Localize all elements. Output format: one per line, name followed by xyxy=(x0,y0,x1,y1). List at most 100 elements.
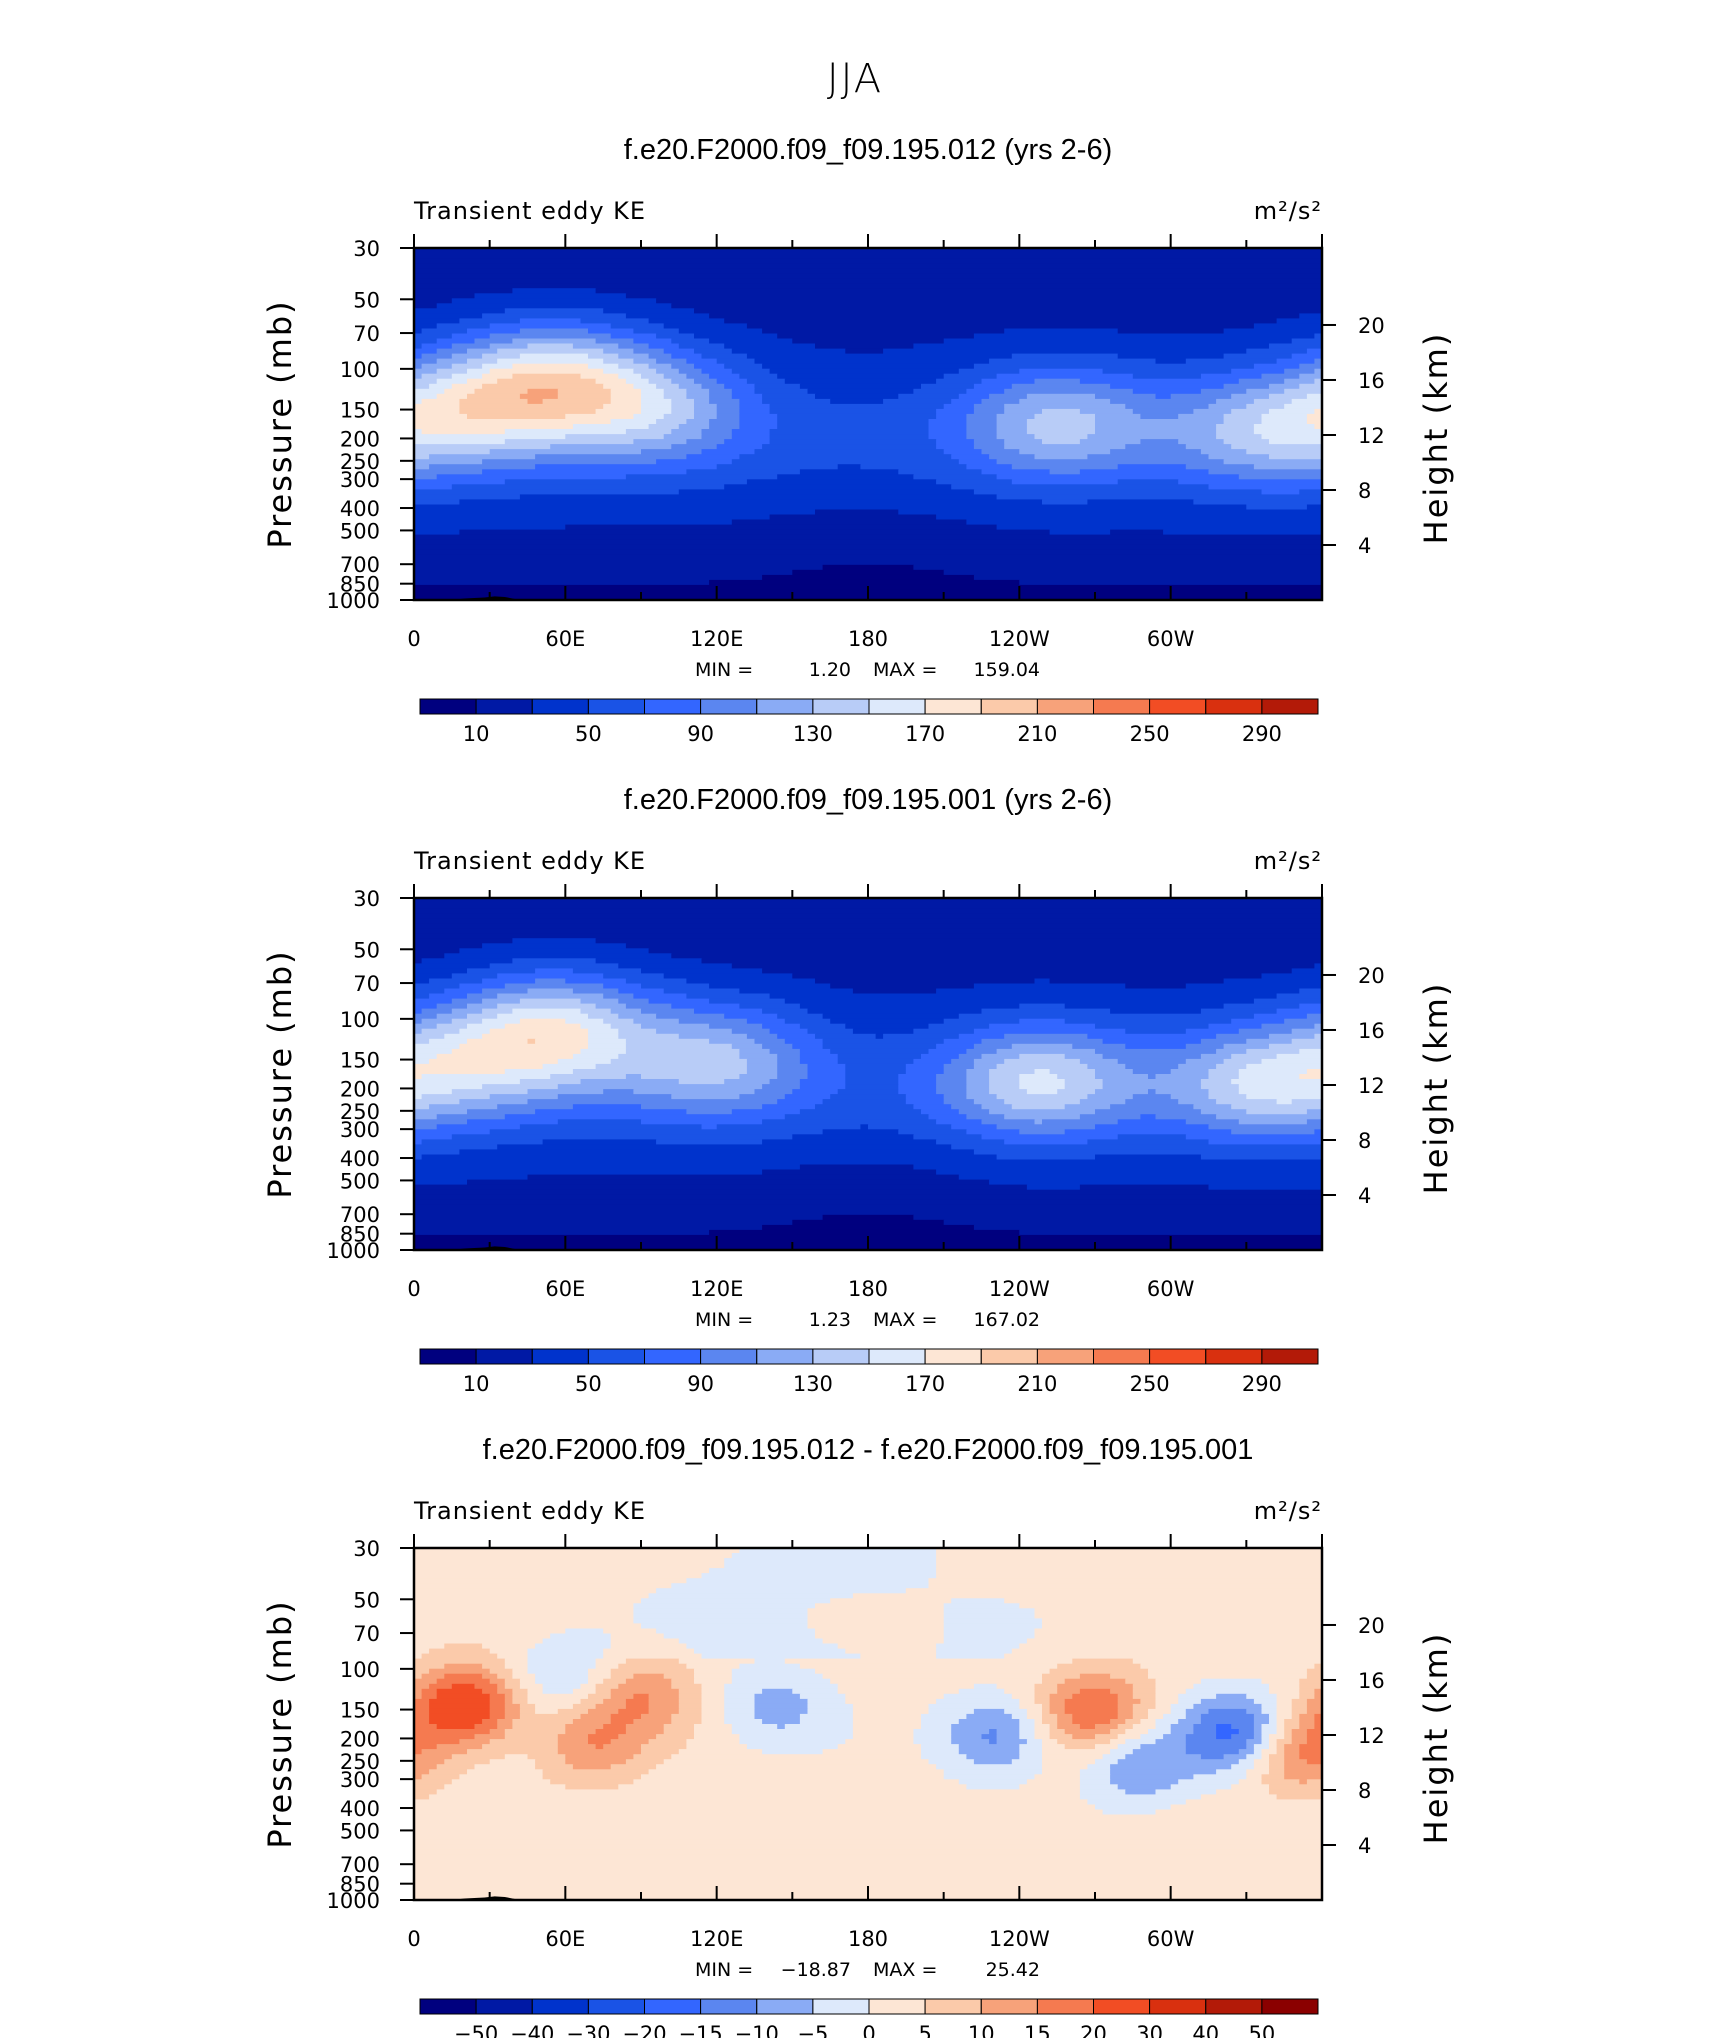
colorbar-swatch xyxy=(812,1348,870,1365)
contour-cell xyxy=(1299,1779,1308,1785)
contour-cell xyxy=(973,574,1322,581)
contour-cell xyxy=(1200,1079,1232,1085)
contour-cell xyxy=(1132,408,1194,415)
contour-cell xyxy=(1291,1729,1308,1735)
contour-cell xyxy=(414,1608,634,1614)
contour-cell xyxy=(1208,1708,1247,1715)
contour-cell xyxy=(648,378,672,385)
contour-cell xyxy=(845,1023,930,1030)
contour-cell xyxy=(421,353,453,360)
colorbar-label: 90 xyxy=(687,1372,714,1396)
contour-cell xyxy=(648,1739,687,1745)
contour-cell xyxy=(769,434,930,440)
y-axis-title-right: Height (km) xyxy=(1417,982,1455,1195)
contour-cell xyxy=(1223,459,1322,465)
contour-cell xyxy=(633,1089,756,1095)
contour-cell xyxy=(1102,368,1232,375)
contour-cell xyxy=(414,348,438,355)
contour-cell xyxy=(414,328,423,335)
contour-cell xyxy=(1026,424,1096,430)
colorbar-swatch xyxy=(587,698,646,715)
contour-cell xyxy=(822,1043,937,1050)
contour-cell xyxy=(504,439,634,445)
contour-cell xyxy=(996,459,1225,465)
contour-cell xyxy=(943,1094,967,1100)
contour-cell xyxy=(1253,323,1322,329)
contour-cell xyxy=(414,388,445,395)
contour-cell xyxy=(1284,1749,1300,1755)
contour-cell xyxy=(1049,469,1081,475)
contour-cell xyxy=(754,383,801,390)
contour-cell xyxy=(686,388,710,395)
contour-cell xyxy=(762,574,975,581)
contour-cell xyxy=(451,1134,793,1140)
contour-cell xyxy=(414,943,483,949)
contour-cell xyxy=(572,1688,597,1695)
contour-cell xyxy=(1299,1688,1315,1695)
contour-cell xyxy=(610,398,642,405)
contour-cell xyxy=(777,424,930,430)
contour-cell xyxy=(421,1673,445,1680)
p-tick-label: 150 xyxy=(340,1049,380,1073)
contour-cell xyxy=(807,1608,945,1614)
contour-cell xyxy=(671,338,710,345)
colorbar-swatch xyxy=(980,1998,1038,2015)
contour-cell xyxy=(489,368,604,375)
contour-cell xyxy=(625,429,672,435)
contour-cell xyxy=(1004,1099,1081,1105)
h-tick-label: 12 xyxy=(1358,1724,1385,1748)
contour-cell xyxy=(436,323,491,329)
contour-cell xyxy=(716,403,740,410)
contour-cell xyxy=(1011,383,1111,390)
contour-cell xyxy=(1306,1013,1322,1020)
contour-cell xyxy=(421,363,453,370)
x-tick-label: 120E xyxy=(690,627,743,651)
contour-cell xyxy=(1140,1114,1157,1120)
contour-cell xyxy=(1185,1734,1217,1740)
contour-cell xyxy=(519,1703,536,1710)
contour-cell xyxy=(429,1703,491,1710)
contour-cell xyxy=(1034,413,1096,420)
contour-cell xyxy=(557,1734,589,1740)
contour-cell xyxy=(694,333,778,340)
contour-cell xyxy=(1193,1683,1270,1690)
contour-cell xyxy=(489,333,612,340)
contour-cell xyxy=(595,408,642,415)
x-tick-label: 0 xyxy=(407,1277,420,1301)
h-tick-label: 20 xyxy=(1358,1614,1385,1638)
contour-cell xyxy=(1004,1598,1322,1604)
contour-cell xyxy=(830,1598,952,1604)
contour-cell xyxy=(603,1744,642,1750)
contour-cell xyxy=(414,1633,551,1640)
contour-cell xyxy=(1223,1754,1247,1760)
contour-cell xyxy=(754,388,809,395)
contour-cell xyxy=(451,1018,483,1025)
contour-cell xyxy=(1299,373,1322,380)
colorbar-swatch xyxy=(1093,698,1151,715)
contour-cell xyxy=(1299,1683,1322,1690)
contour-cell xyxy=(709,1568,937,1574)
colorbar-swatch xyxy=(700,1998,758,2015)
contour-cell xyxy=(663,373,687,380)
contour-cell xyxy=(1261,373,1300,380)
contour-cell xyxy=(482,1084,559,1090)
contour-cell xyxy=(444,388,476,395)
contour-cell xyxy=(898,393,960,400)
contour-cell xyxy=(792,1219,945,1226)
contour-cell xyxy=(414,509,816,516)
contour-cell xyxy=(588,1043,627,1050)
contour-cell xyxy=(1125,983,1187,990)
contour-cell xyxy=(996,1739,1028,1745)
contour-cell xyxy=(1170,1703,1194,1710)
contour-cell xyxy=(482,943,627,949)
contour-cell xyxy=(414,1184,1028,1191)
contour-cell xyxy=(913,1104,952,1110)
contour-cell xyxy=(1284,1018,1322,1025)
contour-cell xyxy=(1117,1708,1134,1715)
contour-cell xyxy=(731,519,967,526)
contour-cell xyxy=(1299,1719,1315,1725)
contour-field xyxy=(414,898,1322,1250)
contour-cell xyxy=(1253,1724,1263,1730)
contour-cell xyxy=(504,1663,529,1670)
contour-cell xyxy=(1185,1688,1270,1695)
